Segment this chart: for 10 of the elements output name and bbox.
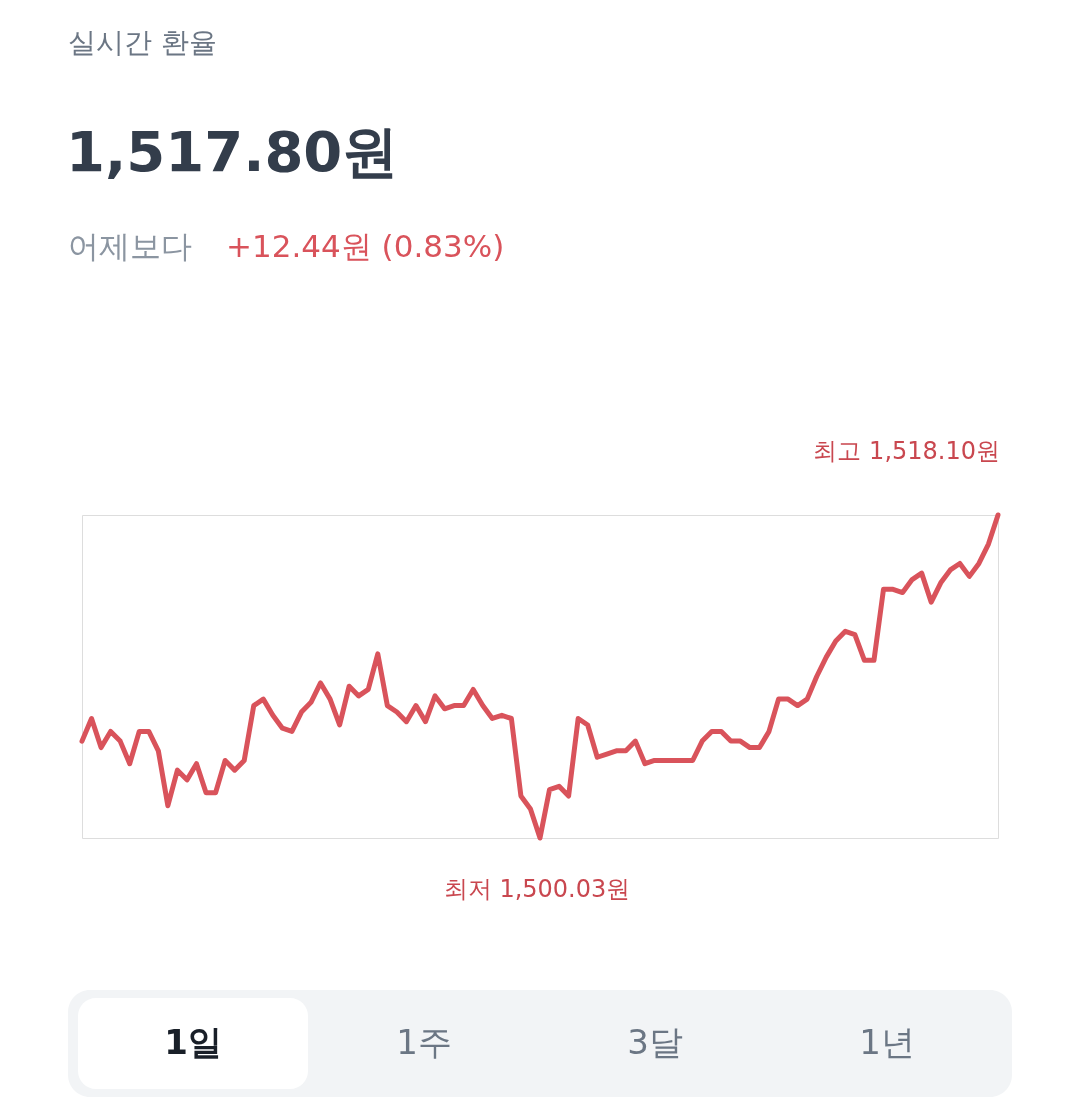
text: 3달 <box>627 1022 683 1062</box>
text: 1일 <box>164 1022 222 1062</box>
text: 최저 1,500.03원 <box>443 875 631 903</box>
text: 1주 <box>396 1022 452 1062</box>
text: 1년 <box>859 1022 915 1062</box>
text: 어제보다 <box>68 228 192 264</box>
text: +12.44원 (0.83%) <box>226 228 505 264</box>
chart-title: 실시간 환율 <box>68 26 217 59</box>
chart-subtitle: 1,517.80원 <box>66 119 399 184</box>
text: 최고 1,518.10원 <box>813 437 1000 465</box>
